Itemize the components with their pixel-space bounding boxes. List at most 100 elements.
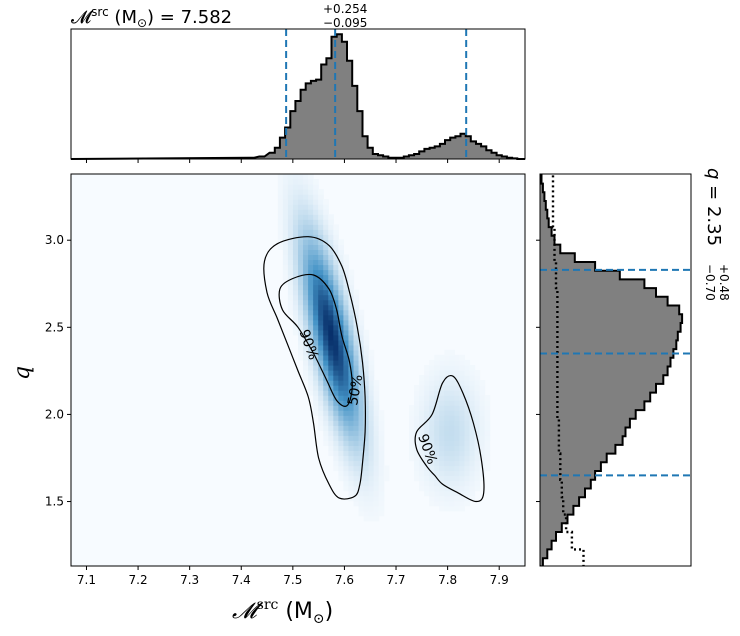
density-cell [323,390,329,396]
density-cell [298,289,304,296]
density-cell [298,174,304,180]
density-cell [414,400,420,406]
mass-ratio-lower-error: −0.70 [703,264,717,301]
density-cell [469,390,476,396]
density-cell [313,239,319,245]
density-cell [368,490,375,497]
density-cell [338,405,344,411]
density-cell [308,375,314,381]
density-cell [287,184,294,190]
density-cell [328,339,334,346]
density-cell [308,259,314,266]
density-cell [318,334,324,341]
density-cell [464,460,471,467]
density-cell [303,229,309,235]
density-cell [419,450,425,457]
density-cell [338,249,344,256]
density-cell [333,299,339,306]
density-cell [474,415,481,421]
density-cell [292,249,299,256]
density-cell [459,490,466,497]
density-cell [333,264,339,271]
density-cell [383,475,390,482]
density-cell [464,410,471,416]
density-cell [348,490,355,497]
density-cell [277,199,284,205]
density-cell [318,214,324,220]
density-cell [333,465,339,472]
density-cell [449,410,455,416]
density-cell [323,395,329,401]
density-cell [308,204,314,210]
density-cell [429,405,435,411]
density-cell [353,354,360,361]
density-cell [353,490,360,497]
density-cell [378,430,385,436]
density-cell [368,395,375,401]
density-cell [469,364,476,371]
density-cell [287,239,294,245]
density-cell [338,339,344,346]
density-cell [378,420,385,426]
density-cell [343,349,350,356]
density-cell [333,349,339,356]
density-cell [444,370,450,376]
density-cell [318,239,324,245]
right-axes-frame [539,173,692,567]
density-cell [338,254,344,261]
density-cell [358,309,365,316]
density-cell [313,385,319,391]
density-cell [292,329,299,336]
density-cell [454,410,461,416]
density-cell [444,364,450,371]
density-cell [292,254,299,261]
density-cell [333,279,339,286]
density-cell [464,405,471,411]
density-cell [444,475,450,482]
density-cell [348,364,355,371]
density-cell [298,179,304,185]
density-cell [408,430,415,436]
density-cell [298,344,304,351]
density-cell [348,359,355,366]
density-cell [313,274,319,281]
density-cell [343,279,350,286]
density-cell [323,244,329,250]
density-cell [338,425,344,431]
density-cell [303,354,309,361]
density-cell [318,410,324,416]
density-cell [277,209,284,215]
density-cell [429,390,435,396]
density-cell [429,364,435,371]
density-cell [439,455,445,462]
density-cell [464,450,471,457]
density-cell [298,354,304,361]
density-cell [318,199,324,205]
density-cell [348,380,355,386]
density-cell [434,390,440,396]
density-cell [373,480,380,487]
density-cell [474,480,481,487]
density-cell [363,455,370,462]
density-cell [298,339,304,346]
density-cell [353,299,360,306]
density-cell [434,415,440,421]
density-cell [358,445,365,452]
density-cell [459,354,466,361]
density-cell [298,264,304,271]
density-cell [287,304,294,311]
density-cell [378,465,385,472]
density-cell [333,380,339,386]
density-cell [408,445,415,452]
density-cell [363,395,370,401]
density-cell [303,314,309,321]
density-cell [298,214,304,220]
density-cell [303,309,309,316]
density-cell [328,319,334,326]
density-cell [323,400,329,406]
density-cell [308,314,314,321]
density-cell [474,485,481,492]
x-axis-label: 𝓜src (M⊙) [232,597,333,627]
density-cell [378,415,385,421]
density-cell [419,385,425,391]
